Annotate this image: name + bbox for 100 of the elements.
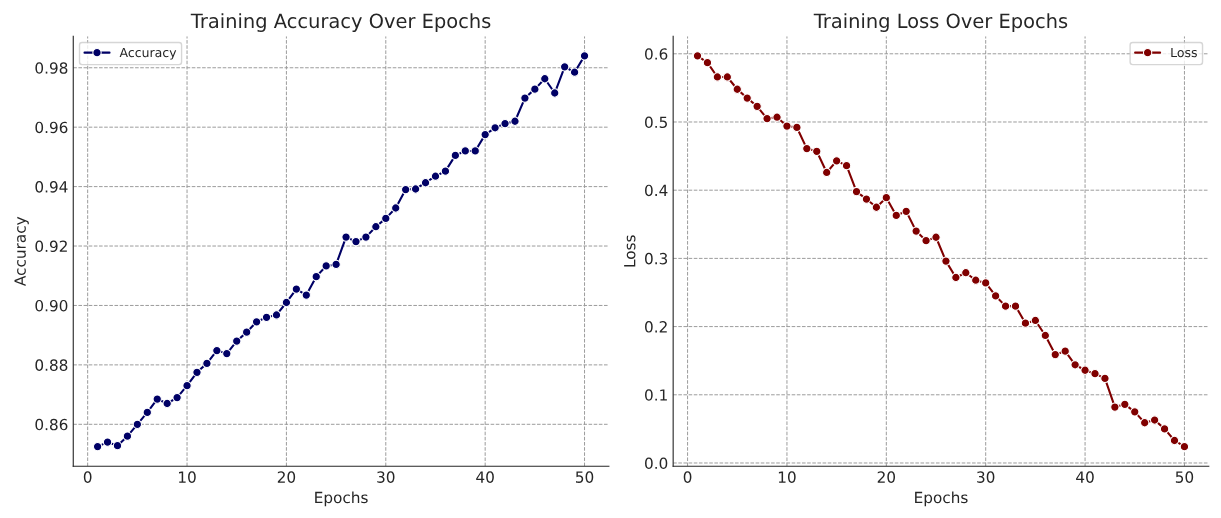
point	[579, 51, 590, 61]
y-tick-label: 0.4	[645, 184, 668, 197]
y-tick-label: 0.0	[645, 457, 668, 470]
point	[251, 317, 262, 327]
point	[430, 171, 441, 181]
point	[1070, 360, 1080, 370]
x-tick-label: 30	[377, 471, 395, 483]
legend-label: Accuracy	[119, 47, 177, 60]
point	[301, 290, 311, 300]
x-tick-label: 40	[476, 471, 494, 483]
point	[712, 72, 723, 82]
x-tick-label: 50	[576, 471, 594, 483]
point	[1080, 365, 1090, 375]
point	[971, 275, 981, 285]
point	[261, 312, 272, 323]
x-tick-label: 10	[778, 471, 796, 483]
point	[410, 184, 421, 194]
point	[1060, 346, 1070, 356]
point	[881, 193, 892, 203]
y-tick-label: 0.2	[645, 321, 667, 333]
point	[1000, 301, 1011, 311]
point	[841, 160, 852, 171]
point	[1179, 441, 1190, 452]
point	[1100, 373, 1110, 384]
point	[450, 150, 461, 161]
y-axis-title: Accuracy	[14, 216, 29, 286]
point	[490, 123, 500, 133]
point	[1169, 435, 1180, 446]
x-tick-label: 20	[877, 471, 896, 483]
point	[341, 232, 351, 242]
chart-title: Training Loss Over Epochs	[813, 13, 1068, 32]
point	[1050, 349, 1060, 360]
point	[420, 178, 431, 188]
point	[530, 84, 540, 94]
point	[792, 122, 802, 133]
chart-title: Training Accuracy Over Epochs	[190, 13, 491, 32]
point	[212, 345, 222, 356]
point	[1030, 315, 1041, 326]
x-tick-label: 20	[277, 471, 296, 483]
point	[911, 226, 921, 236]
y-tick-label: 0.92	[35, 240, 67, 253]
point	[762, 113, 772, 124]
point	[1040, 330, 1051, 341]
x-axis-title: Epochs	[315, 491, 368, 507]
point	[371, 222, 381, 232]
point	[391, 203, 401, 213]
point	[1149, 415, 1160, 425]
point	[822, 167, 832, 178]
point	[241, 327, 252, 337]
x-tick-label: 30	[977, 471, 995, 483]
point	[500, 118, 510, 129]
point	[1159, 424, 1170, 434]
point	[559, 62, 570, 72]
point	[1120, 399, 1130, 410]
point	[851, 186, 862, 197]
point	[281, 297, 292, 308]
point	[550, 88, 560, 98]
point	[802, 143, 812, 154]
point	[891, 210, 901, 221]
point	[732, 84, 742, 94]
point	[941, 256, 951, 266]
point	[961, 268, 971, 278]
point	[861, 194, 872, 204]
point	[311, 271, 321, 282]
x-tick-label: 40	[1076, 471, 1094, 483]
point	[772, 112, 782, 122]
point	[361, 232, 371, 242]
point	[1010, 301, 1021, 311]
point	[182, 380, 192, 391]
x-tick-label: 10	[179, 471, 196, 483]
point	[931, 232, 941, 242]
point	[331, 259, 341, 270]
point	[901, 206, 911, 217]
point	[722, 72, 733, 82]
x-tick-label: 0	[683, 471, 692, 483]
point	[692, 51, 703, 61]
point	[470, 146, 480, 156]
y-tick-label: 0.6	[645, 48, 668, 60]
point	[480, 129, 490, 140]
x-axis-title: Epochs	[915, 491, 968, 507]
point	[132, 419, 143, 429]
y-tick-label: 0.90	[35, 299, 68, 312]
point	[921, 235, 931, 246]
point	[510, 116, 520, 126]
point	[951, 272, 961, 283]
point	[271, 310, 282, 320]
point	[321, 261, 331, 271]
point	[92, 441, 103, 452]
point	[1130, 407, 1140, 417]
point	[192, 367, 202, 377]
point	[162, 398, 172, 409]
point	[460, 146, 470, 156]
point	[990, 291, 1001, 301]
point	[112, 441, 123, 451]
y-axis-title: Loss	[624, 235, 636, 267]
point	[1090, 368, 1100, 379]
point	[222, 348, 232, 359]
point	[831, 156, 842, 166]
point	[871, 202, 882, 212]
point	[152, 394, 162, 404]
